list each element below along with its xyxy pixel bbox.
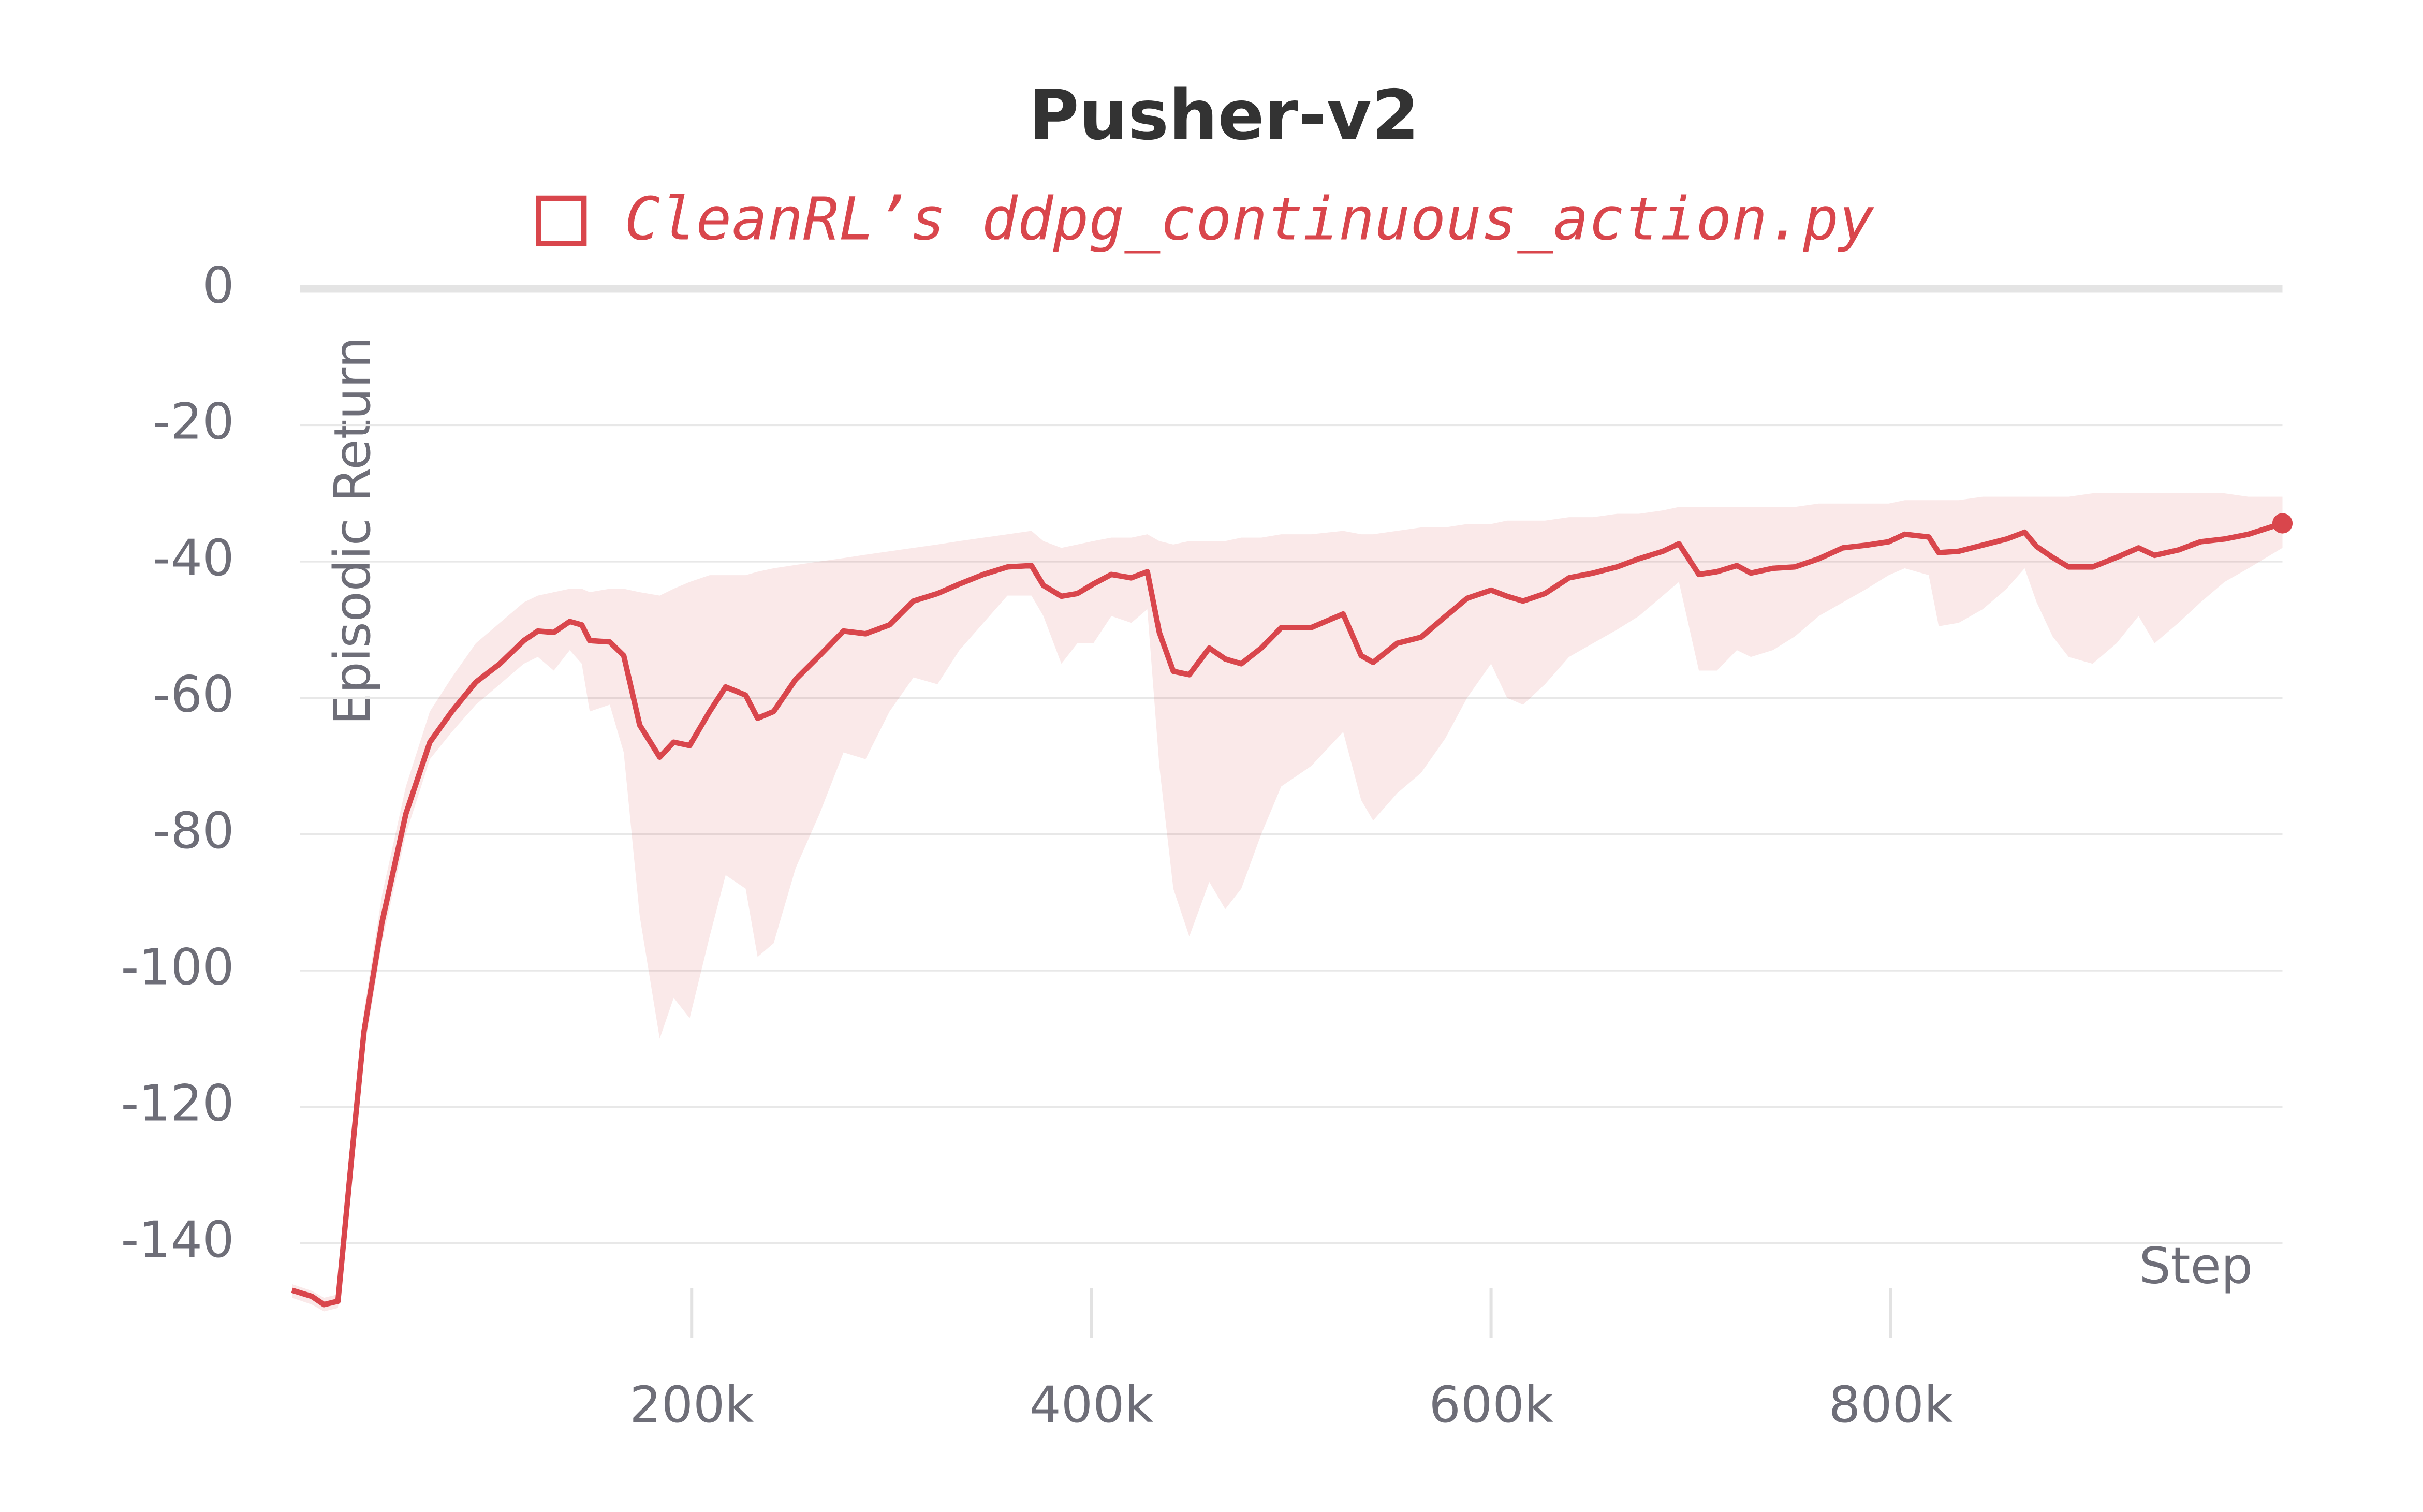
y-tick-label: -120 [121,1074,234,1133]
x-tick-label: 400k [1029,1375,1153,1434]
y-axis-label: Episodic Return [323,336,381,725]
x-axis-label: Step [2139,1236,2253,1295]
y-tick-label: 0 [202,256,234,314]
x-tick-label: 600k [1429,1375,1553,1434]
y-tick-label: -60 [153,665,234,724]
series-line [291,520,2284,1308]
confidence-band [292,493,2283,1312]
legend-swatch [536,195,587,246]
x-tick-label: 800k [1829,1375,1953,1434]
chart-title: Pusher-v2 [1029,76,1419,155]
legend-label: CleanRL’s ddpg_continuous_action.py [624,185,1874,254]
end-point [2272,513,2293,534]
y-tick-label: -100 [121,937,234,996]
y-tick-label: -40 [153,529,234,587]
y-tick-label: -80 [153,801,234,860]
y-tick-label: -140 [121,1210,234,1269]
y-tick-label: -20 [153,392,234,451]
x-tick-label: 200k [629,1375,754,1434]
